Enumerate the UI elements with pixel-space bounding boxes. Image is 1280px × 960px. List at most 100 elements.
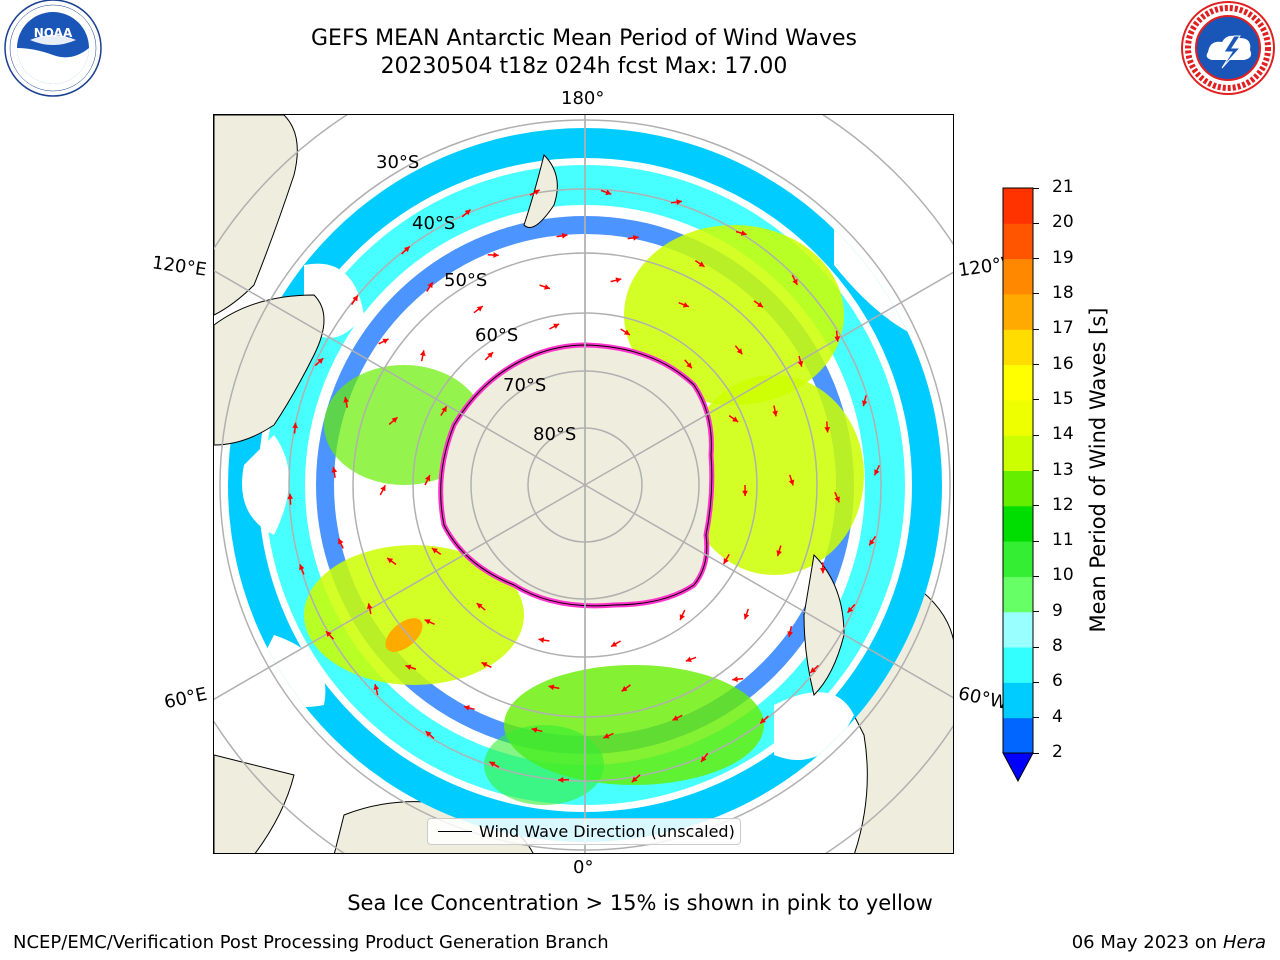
wave-arrow-head: [679, 614, 685, 621]
wave-arrow-head: [632, 234, 639, 241]
colorbar-segment: [1003, 470, 1033, 507]
colorbar-tick-mark: [1033, 187, 1039, 189]
colorbar-tick-label: 16: [1052, 353, 1074, 374]
wave-arrow-head: [621, 685, 628, 692]
colorbar-segment: [1003, 188, 1033, 224]
colorbar-tick-label: 18: [1052, 282, 1074, 303]
wave-arrow-head: [603, 733, 610, 739]
colorbar-segment: [1003, 435, 1033, 471]
wave-period-field: [228, 128, 942, 842]
wave-arrow-head: [317, 358, 324, 364]
colorbar-tick-mark: [1033, 470, 1039, 471]
chart-title: GEFS MEAN Antarctic Mean Period of Wind …: [311, 26, 857, 51]
wave-arrow-head: [874, 469, 880, 476]
wave-arrow-head: [476, 603, 483, 609]
lat-label-80s: 80°S: [533, 424, 577, 445]
colorbar-tick-mark: [1033, 611, 1039, 613]
lat-label-30s: 30°S: [376, 152, 420, 173]
colorbar-tick-label: 17: [1052, 318, 1074, 339]
legend-label: Wind Wave Direction (unscaled): [479, 822, 735, 841]
wave-arrow-head: [810, 667, 817, 673]
wave-arrow-head: [380, 485, 386, 492]
wave-arrow-head: [538, 637, 545, 643]
chart-subtitle: 20230504 t18z 024h fcst Max: 17.00: [380, 54, 788, 79]
wave-arrow-head: [732, 676, 738, 683]
wave-arrow-head: [847, 606, 854, 613]
legend-line-swatch: [438, 831, 472, 832]
colorbar-segment: [1003, 258, 1033, 295]
lon-label-180: 180°: [561, 88, 605, 109]
colorbar-segment: [1003, 364, 1033, 401]
wave-arrow-head: [387, 557, 394, 564]
meridian-line: [584, 484, 953, 699]
lon-label-60e: 60°E: [162, 683, 209, 714]
nws-logo: [1181, 1, 1275, 95]
colorbar-tick-mark: [1033, 646, 1039, 648]
footer-credit: NCEP/EMC/Verification Post Processing Pr…: [13, 932, 609, 953]
colorbar-tick-label: 14: [1052, 424, 1074, 445]
antarctica: [438, 342, 715, 609]
wave-arrow-head: [732, 416, 739, 422]
lon-label-0: 0°: [573, 857, 594, 878]
wave-arrow-head: [531, 727, 538, 733]
wave-arrow-head: [427, 282, 433, 289]
colorbar-tick-label: 11: [1052, 530, 1074, 551]
colorbar-tick-label: 12: [1052, 494, 1074, 515]
map-legend: Wind Wave Direction (unscaled): [427, 818, 741, 845]
graticule: [214, 115, 953, 853]
wave-arrow-head: [441, 406, 447, 413]
colorbar-segment: [1003, 223, 1033, 260]
colorbar-segment: [1003, 329, 1033, 366]
wave-arrow-head: [676, 199, 682, 205]
wave-arrow-head: [685, 656, 692, 663]
colorbar-tick-mark: [1033, 222, 1039, 224]
lon-label-60w: 60°W: [956, 683, 1010, 714]
wave-arrow-head: [605, 189, 612, 196]
wave-arrow-head: [631, 776, 638, 783]
polar-map: [214, 115, 953, 853]
colorbar-segment: [1003, 541, 1033, 577]
colorbar-tick-mark: [1033, 293, 1039, 295]
wave-arrow-head: [723, 557, 729, 564]
wave-arrow-head: [701, 756, 707, 763]
colorbar-tick-label: 13: [1052, 459, 1074, 480]
footer-host: Hera: [1222, 932, 1266, 953]
wave-arrow-head: [787, 631, 793, 637]
wave-arrow-head: [463, 705, 470, 711]
lat-label-50s: 50°S: [444, 270, 488, 291]
colorbar-tick-mark: [1033, 717, 1039, 719]
colorbar-tick-label: 8: [1052, 636, 1063, 657]
wave-arrow-head: [760, 717, 767, 724]
colorbar-segment: [1003, 576, 1033, 613]
wave-arrow-head: [736, 348, 743, 355]
caption: Sea Ice Concentration > 15% is shown in …: [347, 891, 933, 915]
wave-arrow-head: [861, 400, 868, 407]
colorbar-tick-mark: [1033, 540, 1039, 542]
colorbar-segment: [1003, 682, 1033, 719]
colorbar-tick-label: 21: [1052, 177, 1074, 197]
colorbar-tick-mark: [1033, 399, 1039, 401]
wave-arrow-head: [391, 417, 398, 423]
wave-arrow-head: [431, 548, 438, 554]
wave-arrow-head: [424, 475, 431, 482]
wave-arrow-head: [425, 731, 432, 737]
colorbar-tick-label: 19: [1052, 247, 1074, 268]
wave-arrow-head: [544, 284, 550, 290]
colorbar-tick-mark: [1033, 258, 1039, 260]
wave-arrow-head: [548, 684, 555, 691]
wave-arrow-head: [287, 493, 294, 500]
map-panel: [213, 114, 954, 854]
wave-arrow-head: [366, 603, 373, 610]
wave-arrow-head: [611, 641, 618, 647]
wave-arrow-head: [834, 496, 840, 503]
wave-arrow-head: [757, 301, 764, 308]
wave-arrow-head: [325, 631, 332, 638]
wave-arrow-head: [561, 232, 568, 239]
colorbar-segment: [1003, 399, 1033, 436]
wave-arrow-head: [742, 490, 748, 496]
wave-arrow-head: [493, 252, 499, 258]
wave-arrow-head: [487, 352, 494, 358]
wave-arrow-head: [373, 684, 380, 691]
wave-arrow-head: [686, 362, 692, 369]
wave-direction-arrows: [287, 189, 881, 783]
